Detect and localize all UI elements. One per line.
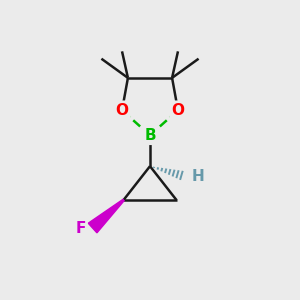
Text: O: O	[116, 103, 128, 118]
Polygon shape	[88, 200, 124, 233]
Text: F: F	[76, 220, 86, 236]
Text: B: B	[144, 128, 156, 143]
Text: O: O	[172, 103, 184, 118]
Text: H: H	[192, 169, 205, 184]
